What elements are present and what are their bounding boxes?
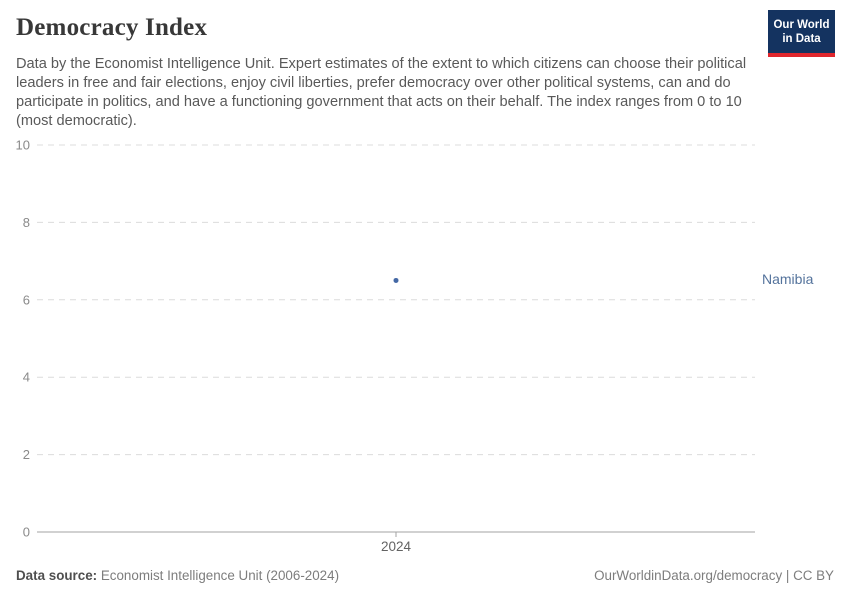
page-title: Democracy Index: [16, 14, 208, 41]
owid-logo-line2: in Data: [782, 32, 821, 45]
data-source-label: Data source:: [16, 568, 98, 583]
chart-subtitle: Data by the Economist Intelligence Unit.…: [16, 56, 747, 129]
data-source-value: Economist Intelligence Unit (2006-2024): [97, 568, 340, 583]
entity-label-namibia[interactable]: Namibia: [762, 271, 814, 288]
y-tick-label: 4: [23, 370, 30, 385]
x-tick-label: 2024: [381, 539, 412, 554]
y-tick-label: 0: [23, 525, 30, 540]
data-source-line: Data source: Economist Intelligence Unit…: [16, 568, 339, 583]
y-tick-label: 6: [23, 292, 30, 307]
owid-logo[interactable]: Our World in Data: [768, 10, 835, 57]
y-tick-label: 8: [23, 215, 30, 230]
owid-logo-line1: Our World: [773, 18, 830, 31]
footer-credit[interactable]: OurWorldinData.org/democracy | CC BY: [594, 568, 834, 583]
chart-footer: Data source: Economist Intelligence Unit…: [16, 568, 834, 583]
y-tick-label: 2: [23, 447, 30, 462]
y-tick-label: 10: [16, 138, 30, 153]
data-point-namibia[interactable]: [393, 277, 399, 283]
chart-svg: 0 2 4 6 8 10 2024: [16, 138, 755, 554]
